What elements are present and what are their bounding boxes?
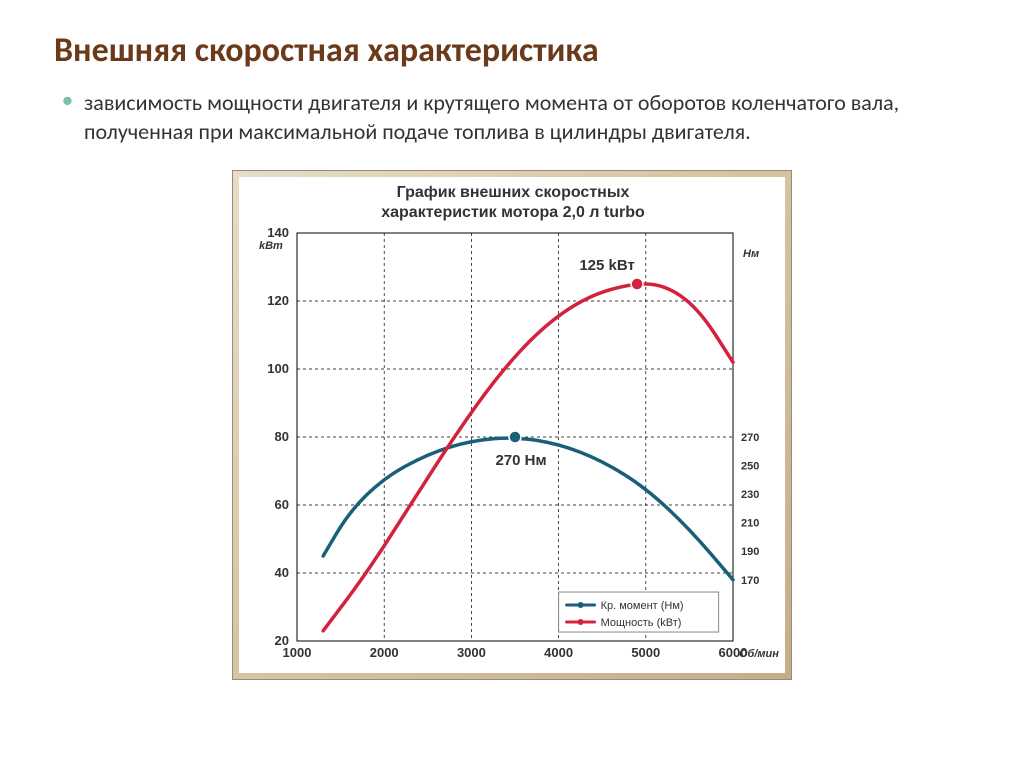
- svg-text:230: 230: [741, 489, 759, 501]
- svg-text:170: 170: [741, 575, 759, 587]
- svg-text:Нм: Нм: [743, 248, 759, 260]
- svg-text:График внешних скоростных: График внешних скоростных: [397, 184, 630, 201]
- chart-svg: График внешних скоростных характеристик м…: [239, 177, 787, 675]
- svg-text:270 Нм: 270 Нм: [495, 452, 546, 469]
- svg-text:3000: 3000: [457, 645, 486, 660]
- svg-text:140: 140: [267, 225, 289, 240]
- svg-text:Об/мин: Об/мин: [739, 648, 779, 660]
- svg-text:5000: 5000: [631, 645, 660, 660]
- svg-text:80: 80: [275, 429, 289, 444]
- svg-text:kВт: kВт: [259, 240, 283, 252]
- svg-text:190: 190: [741, 546, 759, 558]
- svg-text:Мощность (kВт): Мощность (kВт): [601, 617, 682, 629]
- svg-text:20: 20: [275, 633, 289, 648]
- svg-text:60: 60: [275, 497, 289, 512]
- page-title: Внешняя скоростная характеристика: [54, 30, 970, 71]
- svg-text:2000: 2000: [370, 645, 399, 660]
- svg-text:120: 120: [267, 293, 289, 308]
- svg-text:4000: 4000: [544, 645, 573, 660]
- bullet-text: зависимость мощности двигателя и крутяще…: [84, 89, 970, 146]
- svg-text:характеристик мотора 2,0 л tur: характеристик мотора 2,0 л turbo: [381, 204, 645, 221]
- engine-chart: График внешних скоростных характеристик м…: [232, 170, 792, 680]
- svg-text:100: 100: [267, 361, 289, 376]
- svg-text:Кр. момент (Нм): Кр. момент (Нм): [601, 600, 684, 612]
- svg-text:210: 210: [741, 518, 759, 530]
- svg-text:125 kВт: 125 kВт: [579, 257, 635, 274]
- svg-text:270: 270: [741, 432, 759, 444]
- svg-text:40: 40: [275, 565, 289, 580]
- chart-container: График внешних скоростных характеристик м…: [54, 170, 970, 680]
- svg-text:250: 250: [741, 461, 759, 473]
